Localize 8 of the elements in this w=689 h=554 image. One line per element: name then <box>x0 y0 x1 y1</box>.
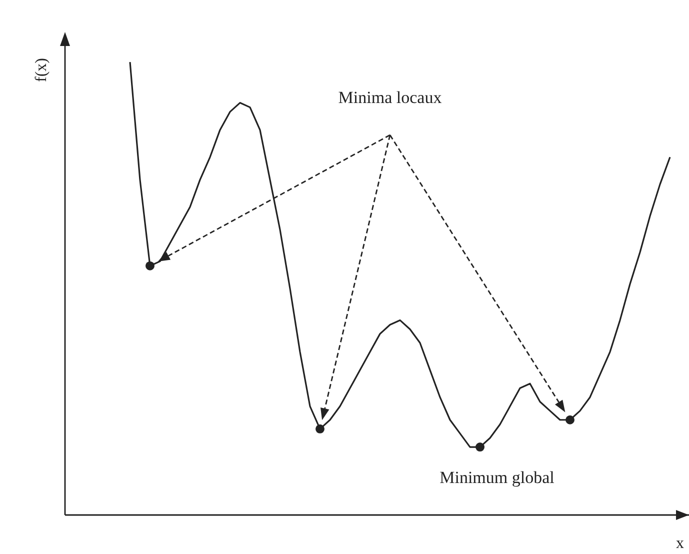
annotation: Minimum global <box>440 468 555 488</box>
point <box>316 424 324 434</box>
x-axis-title: x <box>676 535 684 552</box>
point <box>476 442 484 452</box>
point <box>566 415 574 424</box>
y-axis-title: f(x) <box>33 58 50 82</box>
annotation: Minima locaux <box>338 88 442 107</box>
point <box>146 261 154 270</box>
